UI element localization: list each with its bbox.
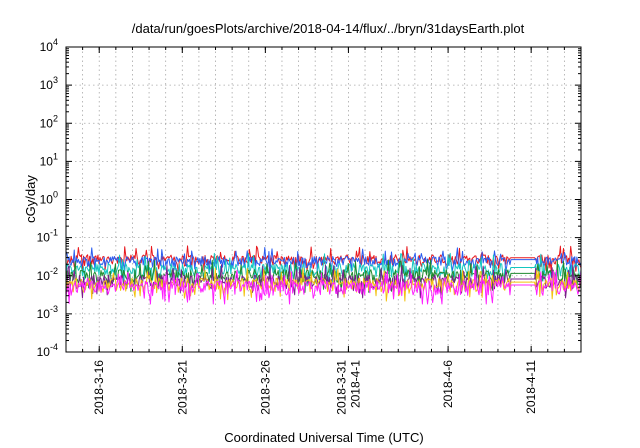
y-tick-label-base: 10: [37, 231, 51, 245]
x-tick-label: 2018-4-11: [524, 360, 538, 414]
y-tick-label: 10-1: [37, 228, 58, 245]
plot-series: [65, 245, 582, 305]
y-tick-label-exponent: -1: [50, 228, 58, 238]
y-tick-label-base: 10: [40, 78, 54, 92]
y-tick-label-base: 10: [37, 269, 51, 283]
x-tick-label: 2018-4-6: [441, 360, 455, 408]
x-axis: 2018-3-16 2018-3-21 2018-3-26 2018-3-31 2018…: [65, 47, 582, 415]
y-tick-label-base: 10: [37, 307, 51, 321]
y-tick-label-base: 10: [40, 40, 54, 54]
y-tick-label: 104: [40, 37, 58, 54]
y-tick-label: 101: [40, 151, 58, 168]
y-tick-label-base: 10: [40, 154, 54, 168]
y-tick-label-exponent: 2: [53, 113, 58, 123]
x-tick-label: 2018-3-16: [92, 360, 106, 415]
x-tick-label: 2018-3-21: [175, 360, 189, 415]
y-tick-label-base: 10: [37, 345, 51, 359]
y-tick-label: 103: [40, 75, 58, 92]
y-tick-label: 10-2: [37, 266, 58, 283]
y-tick-label-base: 10: [40, 193, 54, 207]
y-tick-label: 100: [40, 190, 58, 207]
y-tick-label: 10-4: [37, 342, 58, 359]
series-line: [65, 259, 582, 293]
y-tick-label: 102: [40, 113, 58, 130]
y-tick-label: 10-3: [37, 304, 58, 321]
y-tick-label-exponent: 3: [53, 75, 58, 85]
y-tick-label-exponent: -3: [50, 304, 58, 314]
y-tick-label-exponent: 0: [53, 190, 58, 200]
y-axis-label: cGy/day: [23, 175, 38, 223]
chart-title: /data/run/goesPlots/archive/2018-04-14/f…: [132, 21, 525, 36]
x-tick-label: 2018-3-31: [334, 360, 348, 415]
y-tick-label-exponent: 1: [53, 151, 58, 161]
x-tick-label: 2018-3-26: [258, 360, 272, 415]
y-tick-label-exponent: 4: [53, 37, 58, 47]
y-tick-label-exponent: -2: [50, 266, 58, 276]
series-line: [65, 245, 582, 274]
series-line: [65, 252, 582, 287]
x-tick-label: 2018-4-1: [348, 360, 362, 408]
y-tick-label-exponent: -4: [50, 342, 58, 352]
x-axis-label: Coordinated Universal Time (UTC): [224, 430, 423, 445]
grid: [66, 47, 581, 352]
series-line: [65, 269, 582, 305]
y-tick-label-base: 10: [40, 116, 54, 130]
